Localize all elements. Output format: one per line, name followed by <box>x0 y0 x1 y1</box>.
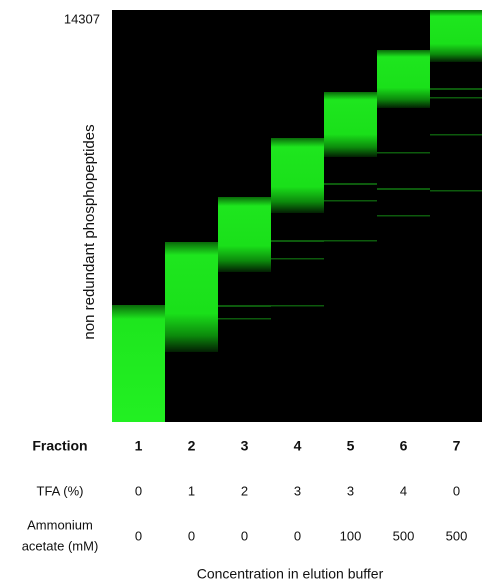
cell-value: 4 <box>400 483 407 498</box>
heatmap-block <box>218 197 271 272</box>
y-axis-label: non redundant phosphopeptides <box>81 124 98 339</box>
heatmap-block <box>271 138 324 213</box>
cell-value: 2 <box>188 438 196 454</box>
top-label: 14307 <box>64 11 100 26</box>
row-label: Ammonium <box>27 517 93 532</box>
cell-value: 4 <box>294 438 302 454</box>
cell-value: 0 <box>135 528 142 543</box>
cell-value: 3 <box>347 483 354 498</box>
cell-value: 3 <box>294 483 301 498</box>
cell-value: 0 <box>453 483 460 498</box>
heatmap-block <box>165 242 218 352</box>
cell-value: 500 <box>446 528 468 543</box>
cell-value: 7 <box>453 438 461 454</box>
cell-value: 6 <box>400 438 408 454</box>
cell-value: 0 <box>294 528 301 543</box>
heatmap-block <box>377 50 430 108</box>
cell-value: 0 <box>135 483 142 498</box>
heatmap-block <box>324 92 377 157</box>
cell-value: 5 <box>347 438 355 454</box>
conditions-table: Fraction TFA (%) Ammonium acetate (mM) 1… <box>22 438 468 554</box>
faint-lines <box>218 88 482 320</box>
cell-value: 100 <box>340 528 362 543</box>
cell-value: 0 <box>241 528 248 543</box>
heatmap-block <box>112 305 165 422</box>
row-label: TFA (%) <box>37 483 84 498</box>
cell-value: 0 <box>188 528 195 543</box>
cell-value: 3 <box>241 438 249 454</box>
cell-value: 1 <box>188 483 195 498</box>
row-label: Fraction <box>32 438 87 454</box>
cell-value: 1 <box>135 438 143 454</box>
row-label: acetate (mM) <box>22 538 99 553</box>
heatmap <box>112 10 482 422</box>
cell-value: 500 <box>393 528 415 543</box>
heatmap-block <box>430 10 482 62</box>
caption: Concentration in elution buffer <box>197 566 384 582</box>
cell-value: 2 <box>241 483 248 498</box>
